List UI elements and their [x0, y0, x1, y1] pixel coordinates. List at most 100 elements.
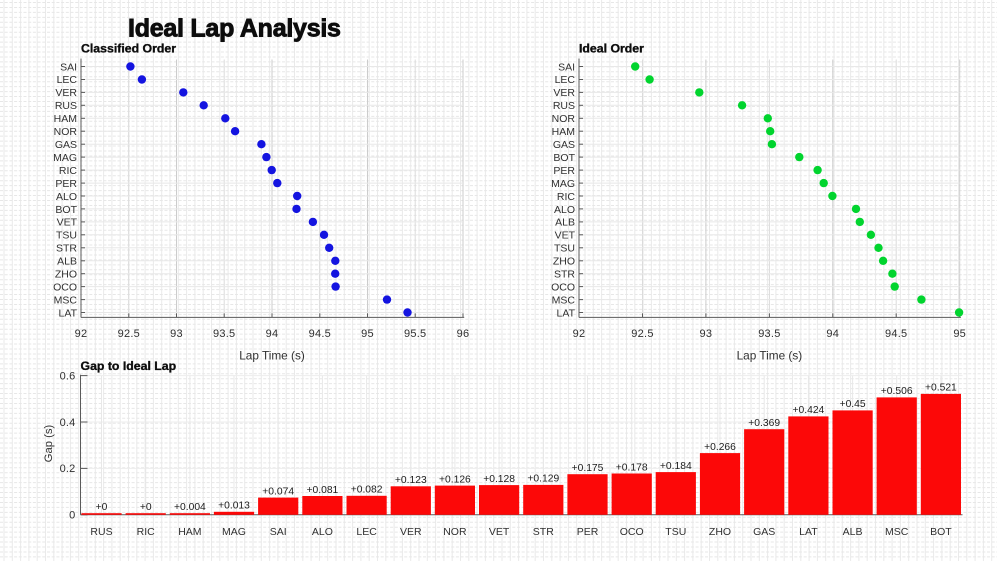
svg-text:ZHO: ZHO [709, 526, 731, 538]
svg-text:92.5: 92.5 [631, 328, 653, 340]
svg-text:NOR: NOR [443, 526, 467, 538]
svg-text:SAI: SAI [270, 526, 287, 538]
svg-text:MAG: MAG [53, 152, 77, 164]
svg-text:STR: STR [554, 269, 575, 281]
svg-text:OCO: OCO [53, 281, 77, 293]
svg-text:+0.184: +0.184 [660, 461, 692, 472]
svg-text:0.6: 0.6 [60, 370, 76, 382]
svg-text:+0.082: +0.082 [351, 485, 383, 496]
svg-text:+0.424: +0.424 [793, 405, 825, 416]
svg-text:STR: STR [533, 526, 554, 538]
svg-text:94.5: 94.5 [309, 328, 331, 340]
svg-text:LAT: LAT [799, 526, 818, 538]
svg-text:96: 96 [457, 328, 470, 340]
svg-text:TSU: TSU [56, 230, 77, 242]
svg-text:RUS: RUS [90, 526, 112, 538]
svg-text:HAM: HAM [178, 526, 201, 538]
svg-text:0.2: 0.2 [60, 463, 76, 475]
svg-text:ALB: ALB [57, 256, 77, 268]
svg-text:Lap Time (s): Lap Time (s) [239, 349, 305, 363]
svg-text:94: 94 [266, 328, 279, 340]
svg-text:NOR: NOR [54, 126, 78, 138]
svg-text:LAT: LAT [557, 307, 576, 319]
svg-text:VET: VET [555, 230, 576, 242]
svg-text:GAS: GAS [553, 139, 575, 151]
svg-text:ALB: ALB [843, 526, 863, 538]
svg-text:LEC: LEC [356, 526, 377, 538]
svg-text:LEC: LEC [555, 74, 576, 86]
svg-text:0.4: 0.4 [60, 417, 76, 429]
svg-text:93: 93 [700, 328, 713, 340]
svg-text:RUS: RUS [55, 100, 77, 112]
svg-text:SAI: SAI [60, 61, 77, 73]
svg-text:+0.521: +0.521 [925, 383, 957, 394]
svg-text:92: 92 [573, 328, 586, 340]
svg-text:ALO: ALO [554, 204, 575, 216]
svg-text:0: 0 [69, 510, 75, 522]
svg-text:Lap Time (s): Lap Time (s) [737, 349, 803, 363]
svg-text:SAI: SAI [558, 61, 575, 73]
svg-text:MSC: MSC [885, 526, 909, 538]
svg-text:95: 95 [953, 328, 966, 340]
svg-text:+0.178: +0.178 [616, 462, 648, 473]
svg-text:PER: PER [553, 165, 575, 177]
svg-text:Gap to Ideal Lap: Gap to Ideal Lap [81, 359, 177, 373]
svg-text:ZHO: ZHO [55, 269, 77, 281]
svg-text:MSC: MSC [54, 294, 78, 306]
svg-text:MSC: MSC [552, 294, 576, 306]
svg-text:92.5: 92.5 [118, 328, 140, 340]
svg-text:LEC: LEC [57, 74, 78, 86]
svg-text:PER: PER [55, 178, 77, 190]
svg-text:OCO: OCO [620, 526, 644, 538]
svg-text:ALO: ALO [312, 526, 333, 538]
svg-text:VER: VER [55, 87, 77, 99]
svg-text:VET: VET [57, 217, 78, 229]
svg-text:BOT: BOT [930, 526, 952, 538]
svg-text:VET: VET [489, 526, 510, 538]
svg-text:+0.123: +0.123 [395, 475, 427, 486]
svg-text:+0.369: +0.369 [748, 418, 780, 429]
svg-text:ALB: ALB [555, 217, 575, 229]
svg-text:+0.004: +0.004 [174, 502, 206, 513]
svg-text:RIC: RIC [59, 165, 78, 177]
svg-text:BOT: BOT [55, 204, 77, 216]
svg-text:+0.013: +0.013 [218, 501, 250, 512]
svg-text:HAM: HAM [552, 126, 575, 138]
svg-text:93.5: 93.5 [213, 328, 235, 340]
svg-text:MAG: MAG [222, 526, 246, 538]
svg-text:93.5: 93.5 [758, 328, 780, 340]
svg-text:+0.506: +0.506 [881, 386, 913, 397]
svg-text:+0: +0 [140, 502, 152, 513]
svg-text:RIC: RIC [137, 526, 156, 538]
svg-text:OCO: OCO [551, 281, 575, 293]
svg-text:LAT: LAT [59, 307, 78, 319]
svg-text:GAS: GAS [753, 526, 775, 538]
svg-text:94: 94 [826, 328, 839, 340]
svg-text:+0.129: +0.129 [527, 474, 559, 485]
svg-text:95.5: 95.5 [404, 328, 426, 340]
svg-text:MAG: MAG [551, 178, 575, 190]
svg-text:Classified Order: Classified Order [81, 42, 176, 56]
svg-text:PER: PER [577, 526, 599, 538]
svg-text:92: 92 [75, 328, 88, 340]
svg-text:95: 95 [361, 328, 374, 340]
svg-text:TSU: TSU [665, 526, 686, 538]
svg-text:+0.45: +0.45 [840, 399, 866, 410]
svg-text:93: 93 [170, 328, 183, 340]
svg-text:+0.074: +0.074 [262, 486, 294, 497]
svg-text:VER: VER [553, 87, 575, 99]
svg-text:+0.266: +0.266 [704, 442, 736, 453]
svg-text:ALO: ALO [56, 191, 77, 203]
svg-text:RIC: RIC [557, 191, 576, 203]
svg-text:BOT: BOT [553, 152, 575, 164]
svg-text:+0.128: +0.128 [483, 474, 515, 485]
svg-text:VER: VER [400, 526, 422, 538]
svg-text:Ideal Order: Ideal Order [579, 42, 644, 56]
svg-text:94.5: 94.5 [885, 328, 907, 340]
svg-text:Ideal Lap Analysis: Ideal Lap Analysis [128, 15, 341, 43]
svg-text:STR: STR [56, 243, 77, 255]
svg-text:+0.175: +0.175 [572, 463, 604, 474]
svg-text:GAS: GAS [55, 139, 77, 151]
svg-text:+0.126: +0.126 [439, 474, 471, 485]
svg-text:ZHO: ZHO [553, 256, 575, 268]
